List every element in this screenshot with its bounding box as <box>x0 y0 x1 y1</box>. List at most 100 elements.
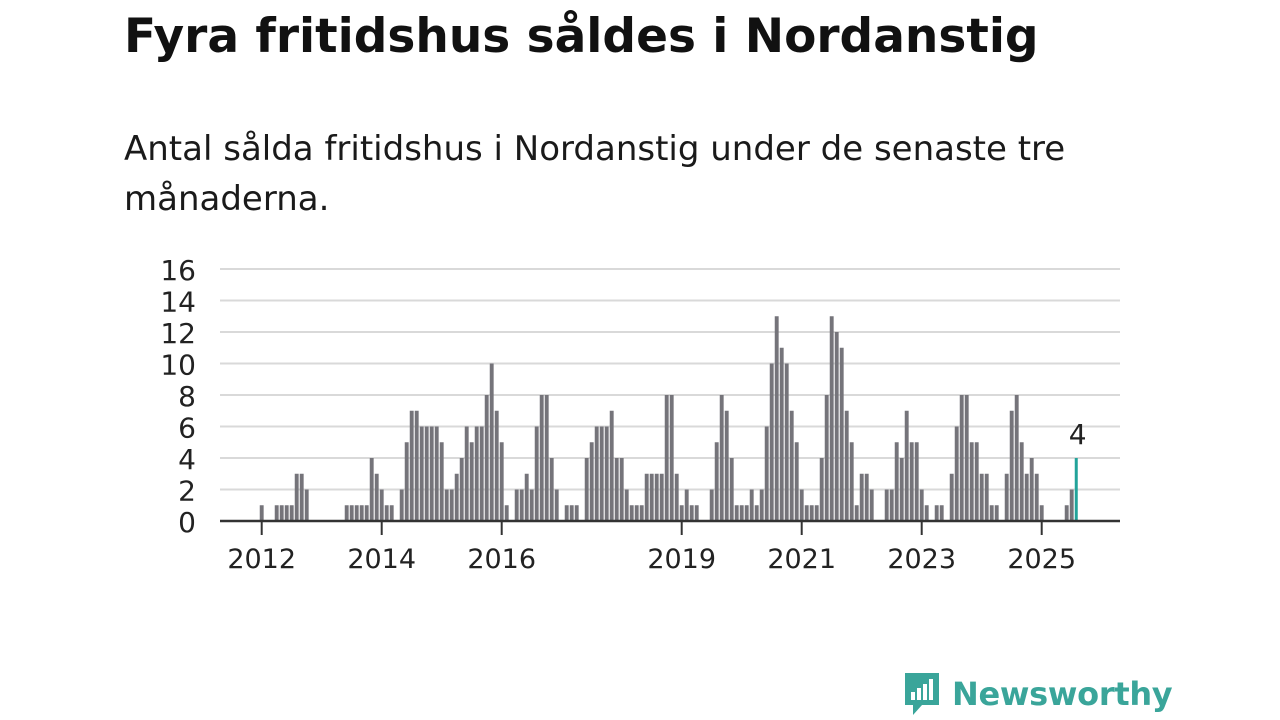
bar <box>859 473 864 521</box>
bar <box>384 505 389 521</box>
x-tick-label: 2025 <box>1007 544 1076 575</box>
bar <box>1024 473 1029 521</box>
bar <box>299 473 304 521</box>
bar <box>594 426 599 521</box>
bar <box>304 489 309 521</box>
bar <box>799 489 804 521</box>
bar <box>769 363 774 521</box>
bar <box>279 505 284 521</box>
bar <box>1014 395 1019 521</box>
bar <box>619 458 624 521</box>
bar <box>959 395 964 521</box>
x-tick-label: 2012 <box>227 544 296 575</box>
bar <box>649 473 654 521</box>
bar <box>489 363 494 521</box>
y-tick-label: 16 <box>160 254 196 287</box>
bar <box>479 426 484 521</box>
bar <box>499 442 504 521</box>
bar <box>344 505 349 521</box>
x-tick-label: 2016 <box>467 544 536 575</box>
bar <box>779 347 784 521</box>
bar <box>639 505 644 521</box>
bar <box>514 489 519 521</box>
bar <box>354 505 359 521</box>
bar <box>504 505 509 521</box>
bar <box>414 410 419 521</box>
bar <box>1064 505 1069 521</box>
bar <box>689 505 694 521</box>
bar <box>439 442 444 521</box>
y-tick-label: 12 <box>160 317 196 350</box>
bar <box>519 489 524 521</box>
bar <box>904 410 909 521</box>
bar <box>784 363 789 521</box>
bar <box>729 458 734 521</box>
y-tick-label: 4 <box>178 443 196 476</box>
bar <box>954 426 959 521</box>
bar <box>834 332 839 521</box>
bars <box>259 316 1078 521</box>
bar <box>664 395 669 521</box>
bar <box>1004 473 1009 521</box>
bar <box>989 505 994 521</box>
bar <box>824 395 829 521</box>
bar <box>379 489 384 521</box>
bar <box>794 442 799 521</box>
bar <box>454 473 459 521</box>
bar <box>529 489 534 521</box>
bar <box>924 505 929 521</box>
bar <box>584 458 589 521</box>
bar <box>854 505 859 521</box>
bar <box>574 505 579 521</box>
bar <box>1034 473 1039 521</box>
highlight-value-label: 4 <box>1069 418 1087 451</box>
bar <box>894 442 899 521</box>
bar <box>374 473 379 521</box>
bar <box>739 505 744 521</box>
bar <box>549 458 554 521</box>
bar <box>719 395 724 521</box>
chart-subtitle: Antal sålda fritidshus i Nordanstig unde… <box>124 129 1066 219</box>
bar <box>629 505 634 521</box>
bar <box>819 458 824 521</box>
bar <box>774 316 779 521</box>
bar <box>754 505 759 521</box>
y-tick-label: 14 <box>160 286 196 319</box>
bar <box>614 458 619 521</box>
bar <box>789 410 794 521</box>
bar <box>359 505 364 521</box>
x-tick-label: 2019 <box>647 544 716 575</box>
bar <box>1039 505 1044 521</box>
bar <box>659 473 664 521</box>
bar <box>624 489 629 521</box>
bar <box>419 426 424 521</box>
bar <box>634 505 639 521</box>
bar <box>599 426 604 521</box>
bar <box>914 442 919 521</box>
x-tick-label: 2014 <box>347 544 416 575</box>
bar <box>949 473 954 521</box>
bar <box>844 410 849 521</box>
bar <box>839 347 844 521</box>
bar <box>869 489 874 521</box>
bar <box>964 395 969 521</box>
bar <box>654 473 659 521</box>
bar <box>259 505 264 521</box>
bar <box>429 426 434 521</box>
y-tick-label: 10 <box>160 349 196 382</box>
y-tick-label: 0 <box>178 506 196 539</box>
brand-logo: Newsworthy <box>902 670 1173 718</box>
bar <box>734 505 739 521</box>
bar <box>969 442 974 521</box>
bar <box>889 489 894 521</box>
bar <box>294 473 299 521</box>
bar <box>669 395 674 521</box>
bar <box>589 442 594 521</box>
bar <box>534 426 539 521</box>
bar <box>544 395 549 521</box>
bar <box>409 410 414 521</box>
bar <box>424 426 429 521</box>
bar <box>684 489 689 521</box>
